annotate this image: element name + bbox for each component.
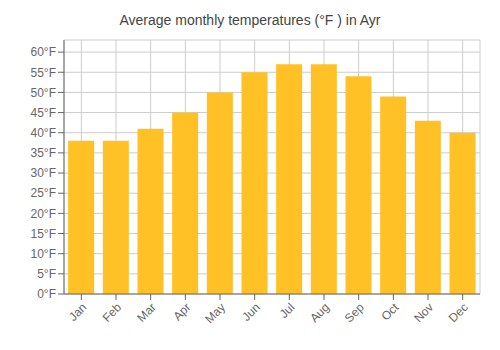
svg-text:Jun: Jun bbox=[239, 300, 263, 324]
svg-text:25°F: 25°F bbox=[31, 186, 56, 200]
svg-text:Nov: Nov bbox=[411, 300, 436, 325]
svg-text:Apr: Apr bbox=[170, 300, 193, 323]
svg-text:30°F: 30°F bbox=[31, 166, 56, 180]
html-text:Average monthly temperatures (: Average monthly temperatures (°F ) in Ay… bbox=[119, 12, 381, 28]
svg-text:0°F: 0°F bbox=[37, 287, 56, 301]
svg-text:Oct: Oct bbox=[378, 300, 402, 324]
svg-text:Mar: Mar bbox=[134, 300, 159, 325]
svg-text:20°F: 20°F bbox=[31, 207, 56, 221]
svg-text:Jan: Jan bbox=[66, 300, 90, 324]
svg-text:May: May bbox=[202, 300, 228, 326]
svg-text:10°F: 10°F bbox=[31, 247, 56, 261]
svg-text:Dec: Dec bbox=[446, 300, 471, 325]
svg-text:40°F: 40°F bbox=[31, 126, 56, 140]
svg-text:5°F: 5°F bbox=[37, 267, 56, 281]
svg-text:55°F: 55°F bbox=[31, 66, 56, 80]
svg-text:Jul: Jul bbox=[277, 300, 298, 321]
svg-text:50°F: 50°F bbox=[31, 86, 56, 100]
svg-text:Aug: Aug bbox=[307, 300, 332, 325]
svg-text:Feb: Feb bbox=[100, 300, 125, 325]
svg-text:Sep: Sep bbox=[342, 300, 367, 325]
svg-text:15°F: 15°F bbox=[31, 227, 56, 241]
svg-text:45°F: 45°F bbox=[31, 106, 56, 120]
svg-text:35°F: 35°F bbox=[31, 146, 56, 160]
svg-text:60°F: 60°F bbox=[31, 45, 56, 59]
